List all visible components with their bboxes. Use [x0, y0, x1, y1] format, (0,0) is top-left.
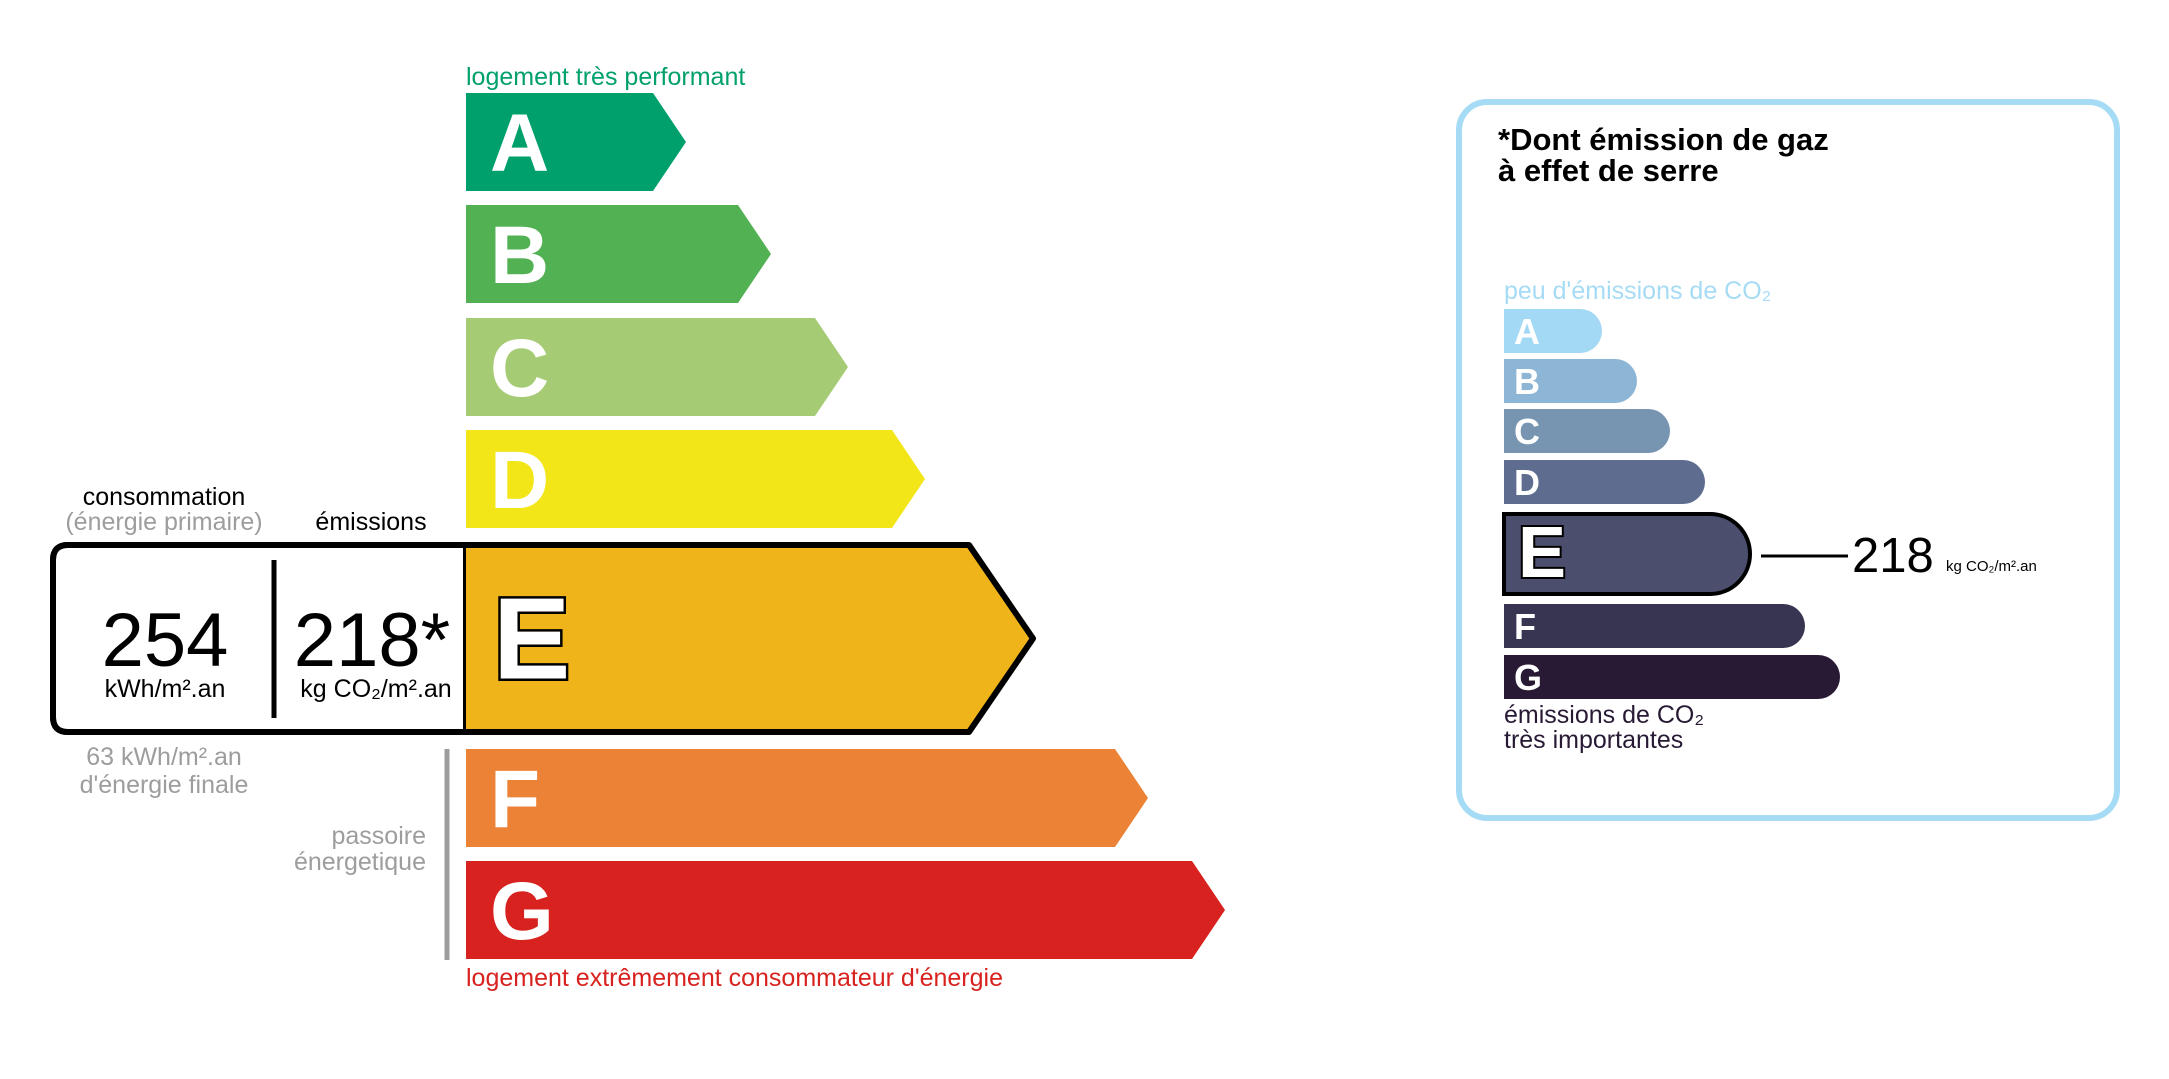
final-energy-label: d'énergie finale: [80, 771, 249, 799]
ges-class-bar-g: [1504, 655, 1840, 699]
ges-value: 218: [1852, 529, 1934, 583]
consumption-sublabel: (énergie primaire): [65, 508, 262, 536]
energy-class-bar-b: [466, 205, 771, 303]
ges-class-bar-c: [1504, 409, 1670, 453]
ges-title-1: *Dont émission de gaz: [1498, 122, 1829, 157]
ges-class-bar-d: [1504, 460, 1705, 504]
energy-class-bar-c: [466, 318, 848, 416]
consumption-unit: kWh/m².an: [105, 675, 226, 703]
energy-class-letter: C: [490, 323, 549, 414]
ges-class-bar-a: [1504, 309, 1602, 353]
energy-class-bar-e: [466, 545, 1033, 732]
ges-bottom-label-1: émissions de CO₂: [1504, 701, 1704, 729]
ges-class-letter: C: [1514, 411, 1540, 452]
ges-class-bar-f: [1504, 604, 1805, 648]
ges-class-letter: F: [1514, 606, 1536, 647]
energy-class-letter: F: [490, 754, 540, 845]
ges-class-letter: G: [1514, 657, 1542, 698]
energy-class-letter: G: [490, 866, 554, 957]
ges-class-bar-b: [1504, 359, 1637, 403]
ges-class-letter: D: [1514, 462, 1540, 503]
ges-unit: kg CO₂/m².an: [1946, 558, 2037, 575]
ges-class-letter: A: [1514, 311, 1540, 352]
energy-bottom-label: logement extrêmement consommateur d'éner…: [466, 964, 1003, 992]
ges-class-bar-e: [1502, 512, 1752, 596]
ges-class-letter: B: [1514, 361, 1540, 402]
energy-class-bar-d: [466, 430, 925, 528]
ges-title-2: à effet de serre: [1498, 153, 1719, 188]
consumption-label: consommation: [83, 483, 246, 511]
emissions-unit: kg CO₂/m².an: [300, 675, 451, 703]
emissions-value: 218*: [294, 598, 450, 683]
energy-class-letter: A: [490, 98, 549, 189]
consumption-value: 254: [102, 598, 229, 683]
passoire-label-2: énergetique: [294, 848, 426, 876]
energy-class-bar-g: [466, 861, 1225, 959]
energy-class-letter: D: [490, 435, 549, 526]
passoire-label-1: passoire: [332, 822, 427, 850]
energy-class-bar-a: [466, 93, 686, 191]
ges-bottom-label-2: très importantes: [1504, 726, 1683, 754]
energy-top-label: logement très performant: [466, 63, 745, 91]
energy-class-bar-f: [466, 749, 1148, 847]
energy-class-letter: E: [493, 574, 570, 704]
final-energy-value: 63 kWh/m².an: [86, 743, 242, 771]
ges-top-label: peu d'émissions de CO₂: [1504, 277, 1771, 305]
emissions-label: émissions: [315, 508, 426, 536]
energy-class-letter: B: [490, 210, 549, 301]
ges-class-letter: E: [1518, 513, 1566, 593]
current-class-frame: [50, 542, 1036, 735]
